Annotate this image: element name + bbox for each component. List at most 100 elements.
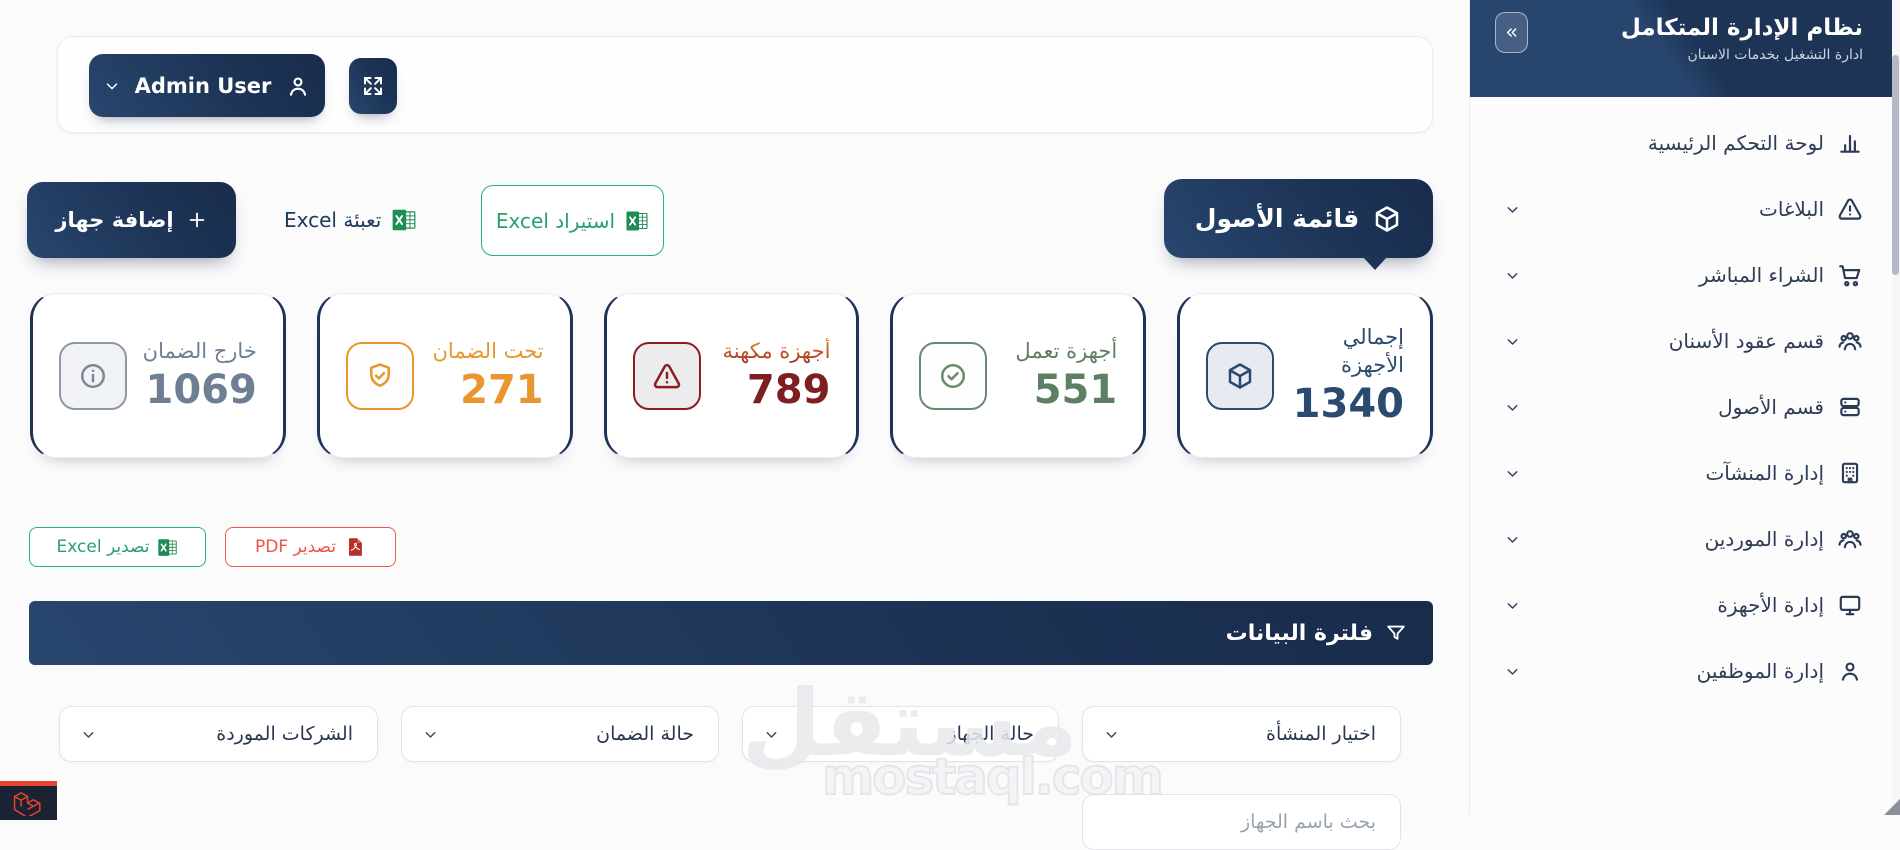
user-icon [1841, 662, 1859, 681]
topbar: Admin User [57, 36, 1433, 133]
sidebar-item-employees[interactable]: إدارة الموظفين [1470, 638, 1893, 704]
sidebar-menu: لوحة التحكم الرئيسية البلاغات الشراء الم… [1470, 97, 1893, 704]
sidebar-collapse-button[interactable] [1495, 12, 1528, 53]
sidebar-header: نظام الإدارة المتكامل ادارة التشغيل بخدم… [1470, 0, 1893, 97]
add-device-button[interactable]: إضافة جهاز [27, 182, 236, 258]
chevron-down-icon [1507, 470, 1518, 477]
chevrons-left-icon [1506, 28, 1517, 37]
add-device-label: إضافة جهاز [55, 208, 174, 232]
export-excel-button[interactable]: تصدير Excel [29, 527, 206, 567]
chevron-down-icon [766, 731, 777, 738]
pdf-icon [349, 538, 362, 556]
supplier-companies-select[interactable]: الشركات الموردة [59, 706, 378, 762]
sidebar-item-assets[interactable]: قسم الأصول [1470, 374, 1893, 440]
sidebar-item-label: إدارة الأجهزة [1717, 593, 1824, 617]
fill-excel-label: تعبئة Excel [284, 208, 382, 232]
sidebar: نظام الإدارة المتكامل ادارة التشغيل بخدم… [1469, 0, 1893, 815]
monitor-icon [1839, 595, 1861, 616]
sidebar-item-label: الشراء المباشر [1699, 263, 1824, 287]
chevron-down-icon [1507, 338, 1518, 345]
device-name-search-input[interactable] [1082, 794, 1401, 850]
sidebar-item-label: قسم الأصول [1718, 395, 1824, 419]
export-excel-label: تصدير Excel [56, 537, 150, 557]
sidebar-item-direct-purchase[interactable]: الشراء المباشر [1470, 242, 1893, 308]
import-excel-button[interactable]: استيراد Excel [481, 185, 664, 256]
sidebar-item-dental-contracts[interactable]: قسم عقود الأسنان [1470, 308, 1893, 374]
sidebar-item-label: إدارة المنشآت [1705, 461, 1824, 485]
funnel-icon [1387, 625, 1405, 640]
device-status-select[interactable]: حالة الجهاز [742, 706, 1059, 762]
stat-label: أجهزة مكهنة [723, 338, 831, 365]
facility-select[interactable]: اختيار المنشأة [1082, 706, 1401, 762]
sidebar-item-label: البلاغات [1759, 197, 1824, 221]
stat-icon-box [1206, 341, 1275, 410]
laravel-debugbar-badge[interactable] [0, 781, 57, 820]
stat-icon-box [59, 341, 128, 410]
plus-icon [189, 212, 204, 228]
chevron-down-icon [1507, 602, 1518, 609]
cube-icon [1376, 205, 1399, 232]
sidebar-item-suppliers[interactable]: إدارة الموردين [1470, 506, 1893, 572]
user-icon [290, 76, 307, 96]
export-pdf-label: تصدير PDF [254, 537, 337, 557]
chevron-down-icon [1507, 404, 1518, 411]
stat-value: 271 [460, 367, 544, 414]
building-icon [1841, 462, 1859, 484]
stat-value: 789 [746, 367, 831, 414]
warranty-status-value: حالة الضمان [596, 723, 694, 745]
chevron-down-icon [83, 731, 94, 738]
chevron-down-icon [1507, 536, 1518, 543]
stat-value: 551 [1033, 367, 1118, 414]
user-menu-button[interactable]: Admin User [89, 54, 325, 117]
stat-label: خارج الضمان [142, 338, 257, 363]
stat-cards-row: إجمالي الأجهزة 1340 أجهزة تعمل 551 أجهزة… [30, 293, 1433, 458]
info-circle-icon [81, 363, 106, 388]
stat-value: 1069 [145, 367, 257, 414]
chevron-down-icon [425, 731, 436, 738]
warranty-status-select[interactable]: حالة الضمان [401, 706, 719, 762]
stat-value: 1340 [1292, 380, 1404, 427]
expand-icon [364, 77, 382, 95]
chevron-down-icon [1507, 272, 1518, 279]
corner-resize-handle [1884, 799, 1900, 815]
chevron-down-icon [1507, 668, 1518, 675]
fullscreen-button[interactable] [349, 58, 397, 114]
import-excel-label: استيراد Excel [495, 208, 616, 233]
fill-excel-button[interactable]: تعبئة Excel [284, 196, 417, 244]
sidebar-item-dashboard[interactable]: لوحة التحكم الرئيسية [1470, 110, 1893, 176]
stat-card-total-devices: إجمالي الأجهزة 1340 [1177, 293, 1433, 458]
assets-list-title: قائمة الأصول [1194, 204, 1360, 233]
stat-card-condemned-devices: أجهزة مكهنة 789 [603, 293, 860, 458]
page-scrollbar-thumb[interactable] [1892, 55, 1899, 275]
bar-chart-icon [1840, 134, 1860, 153]
check-circle-icon [941, 363, 966, 388]
user-label: Admin User [134, 73, 272, 98]
users-group-icon [1838, 530, 1862, 549]
stat-label: أجهزة تعمل [1015, 338, 1118, 363]
users-group-icon [1838, 332, 1862, 351]
facility-select-value: اختيار المنشأة [1266, 723, 1376, 745]
stat-icon-box [919, 341, 988, 410]
filter-title: فلترة البيانات [1225, 620, 1373, 646]
page-scrollbar-track [1892, 0, 1900, 815]
sidebar-item-facilities[interactable]: إدارة المنشآت [1470, 440, 1893, 506]
assets-list-badge: قائمة الأصول [1164, 179, 1433, 270]
stat-card-working-devices: أجهزة تعمل 551 [890, 293, 1147, 458]
chevron-down-icon [1106, 731, 1117, 738]
app-subtitle: ادارة التشغيل بخدمات الاسنان [1687, 46, 1863, 63]
sidebar-item-devices[interactable]: إدارة الأجهزة [1470, 572, 1893, 638]
stat-card-out-of-warranty: خارج الضمان 1069 [30, 293, 286, 458]
stat-icon-box [632, 341, 701, 410]
sidebar-item-label: إدارة الموظفين [1696, 659, 1824, 683]
sidebar-item-reports[interactable]: البلاغات [1470, 176, 1893, 242]
sidebar-item-label: لوحة التحكم الرئيسية [1647, 131, 1824, 155]
stat-label: تحت الضمان [432, 338, 544, 363]
alert-triangle-icon [653, 363, 680, 388]
alert-triangle-icon [1838, 198, 1862, 220]
export-pdf-button[interactable]: تصدير PDF [225, 527, 396, 567]
chevron-down-icon [106, 82, 117, 89]
stat-label: إجمالي الأجهزة [1340, 325, 1404, 377]
chevron-down-icon [1507, 206, 1518, 213]
filter-header: فلترة البيانات [29, 601, 1433, 665]
